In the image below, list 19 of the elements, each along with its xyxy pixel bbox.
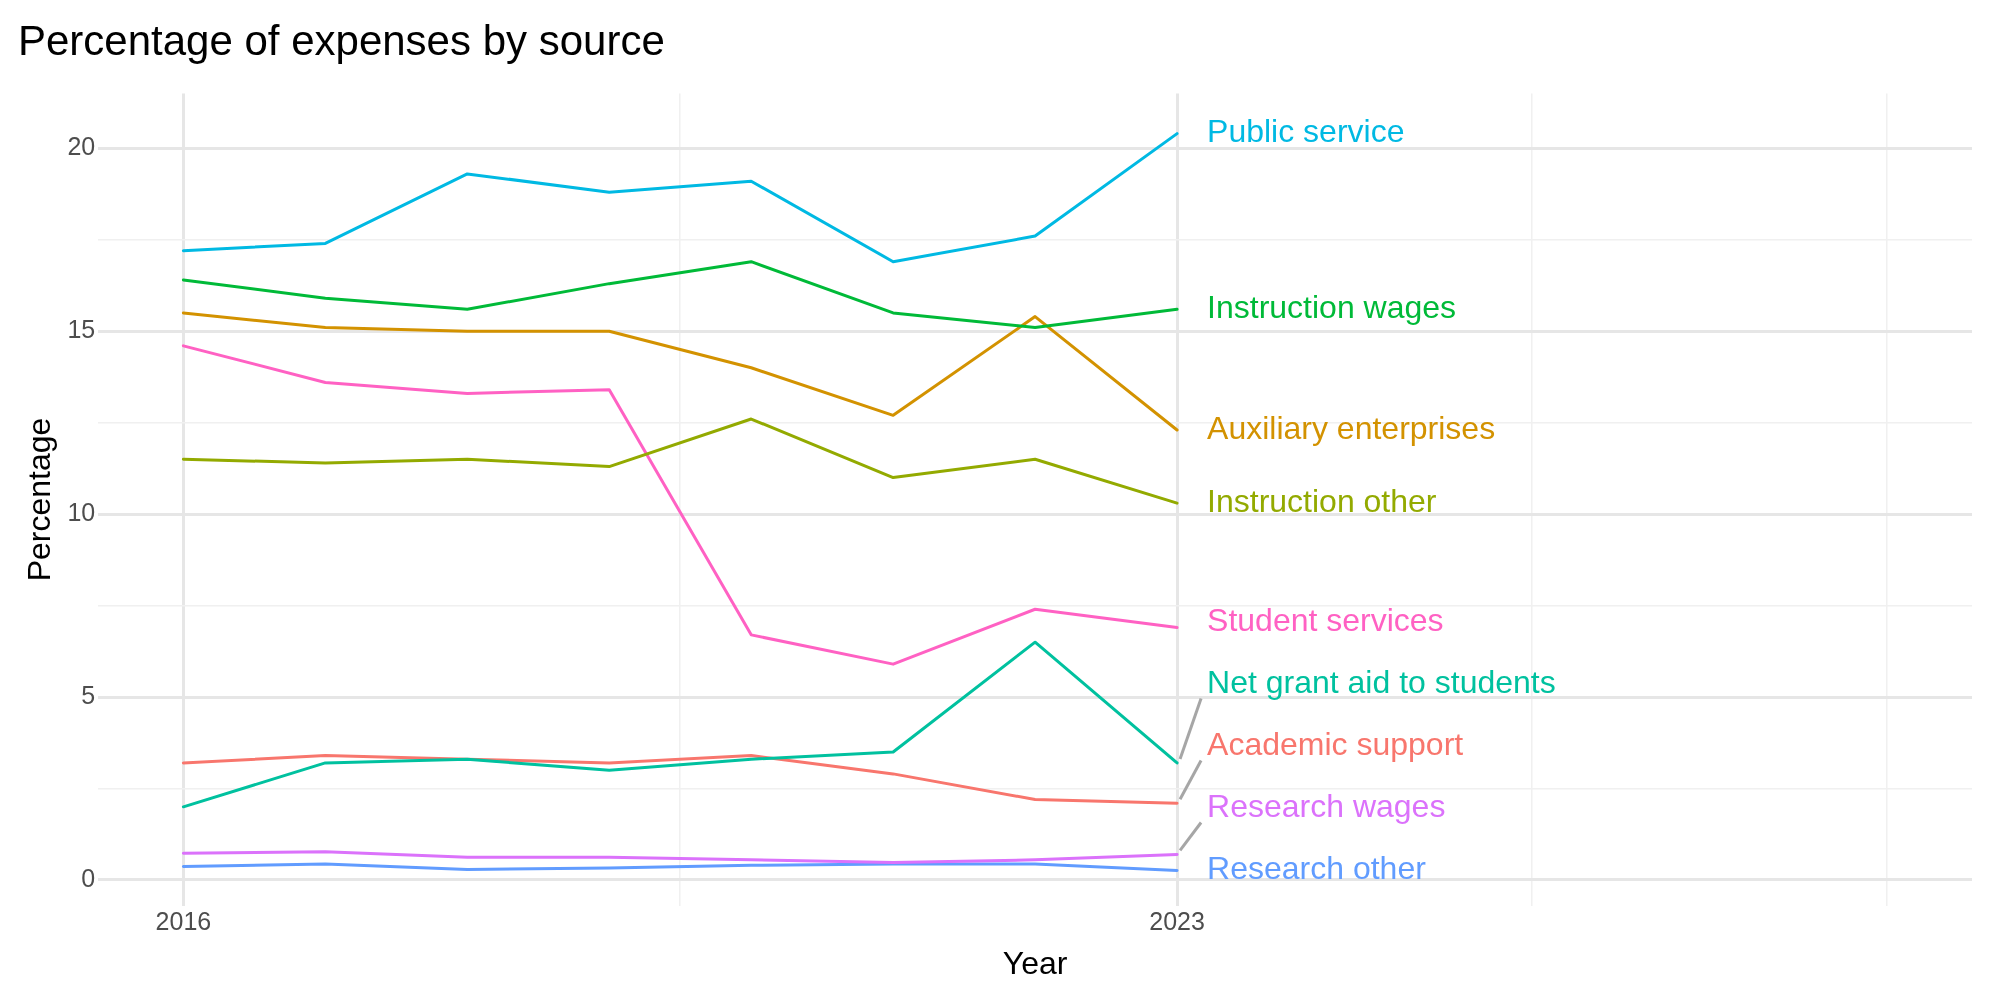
- y-tick-label: 15: [67, 315, 96, 344]
- series-label: Public service: [1207, 113, 1405, 150]
- series-label: Research wages: [1207, 788, 1446, 825]
- series-label: Student services: [1207, 602, 1444, 639]
- y-tick-label: 20: [67, 132, 96, 161]
- x-axis-title: Year: [1002, 944, 1068, 981]
- x-tick-label: 2016: [155, 907, 212, 936]
- series-label: Instruction other: [1207, 482, 1437, 519]
- series-label: Academic support: [1207, 726, 1464, 763]
- series-label: Research other: [1207, 850, 1427, 887]
- y-axis-title: Percentage: [21, 417, 58, 582]
- y-tick-label: 5: [81, 680, 96, 709]
- y-tick-label: 0: [81, 863, 96, 892]
- chart-title: Percentage of expenses by source: [18, 16, 665, 64]
- y-tick-label: 10: [67, 498, 96, 527]
- text: Net grant aid to students: [1207, 664, 1556, 701]
- x-tick-label: 2023: [1149, 907, 1205, 936]
- series-label: Auxiliary enterprises: [1207, 409, 1496, 446]
- series-label: Instruction wages: [1207, 289, 1457, 326]
